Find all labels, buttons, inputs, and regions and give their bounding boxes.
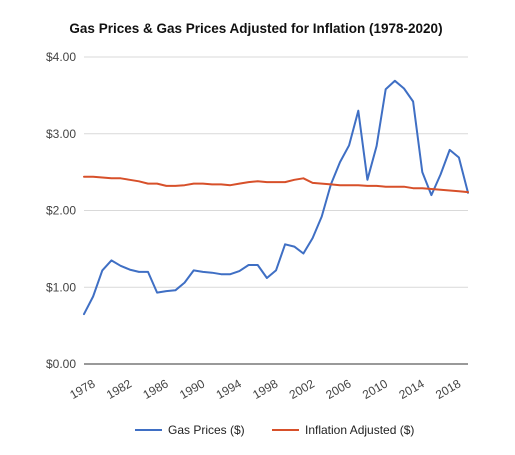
- x-tick-label: 2006: [323, 376, 353, 402]
- y-tick-label: $0.00: [46, 357, 76, 371]
- y-tick-label: $1.00: [46, 280, 76, 294]
- x-tick-label: 1982: [104, 376, 134, 402]
- x-tick-label: 1994: [214, 376, 244, 402]
- y-axis-ticks: $0.00 $1.00 $2.00 $3.00 $4.00: [46, 50, 76, 371]
- legend-label-inflation-adjusted: Inflation Adjusted ($): [305, 423, 414, 437]
- grid-layer: [84, 56, 468, 365]
- x-tick-label: 1990: [177, 376, 207, 402]
- chart-title: Gas Prices & Gas Prices Adjusted for Inf…: [69, 21, 442, 36]
- x-tick-label: 1986: [141, 376, 171, 402]
- x-tick-label: 2002: [287, 376, 317, 402]
- x-tick-label: 2014: [397, 376, 427, 402]
- legend-label-gas-prices: Gas Prices ($): [168, 423, 245, 437]
- legend: Gas Prices ($) Inflation Adjusted ($): [135, 423, 414, 437]
- x-tick-label: 1978: [67, 376, 97, 402]
- x-tick-label: 2018: [433, 376, 463, 402]
- x-tick-label: 2010: [360, 376, 390, 402]
- y-tick-label: $2.00: [46, 204, 76, 218]
- y-tick-label: $3.00: [46, 127, 76, 141]
- series-layer: [83, 79, 469, 316]
- series-line-gas-prices: [83, 79, 469, 316]
- series-line-inflation-adjusted: [83, 175, 469, 194]
- x-tick-label: 1998: [250, 376, 280, 402]
- y-tick-label: $4.00: [46, 50, 76, 64]
- x-axis-ticks: 1978 1982 1986 1990 1994 1998 2002 2006 2010 2014…: [67, 376, 463, 402]
